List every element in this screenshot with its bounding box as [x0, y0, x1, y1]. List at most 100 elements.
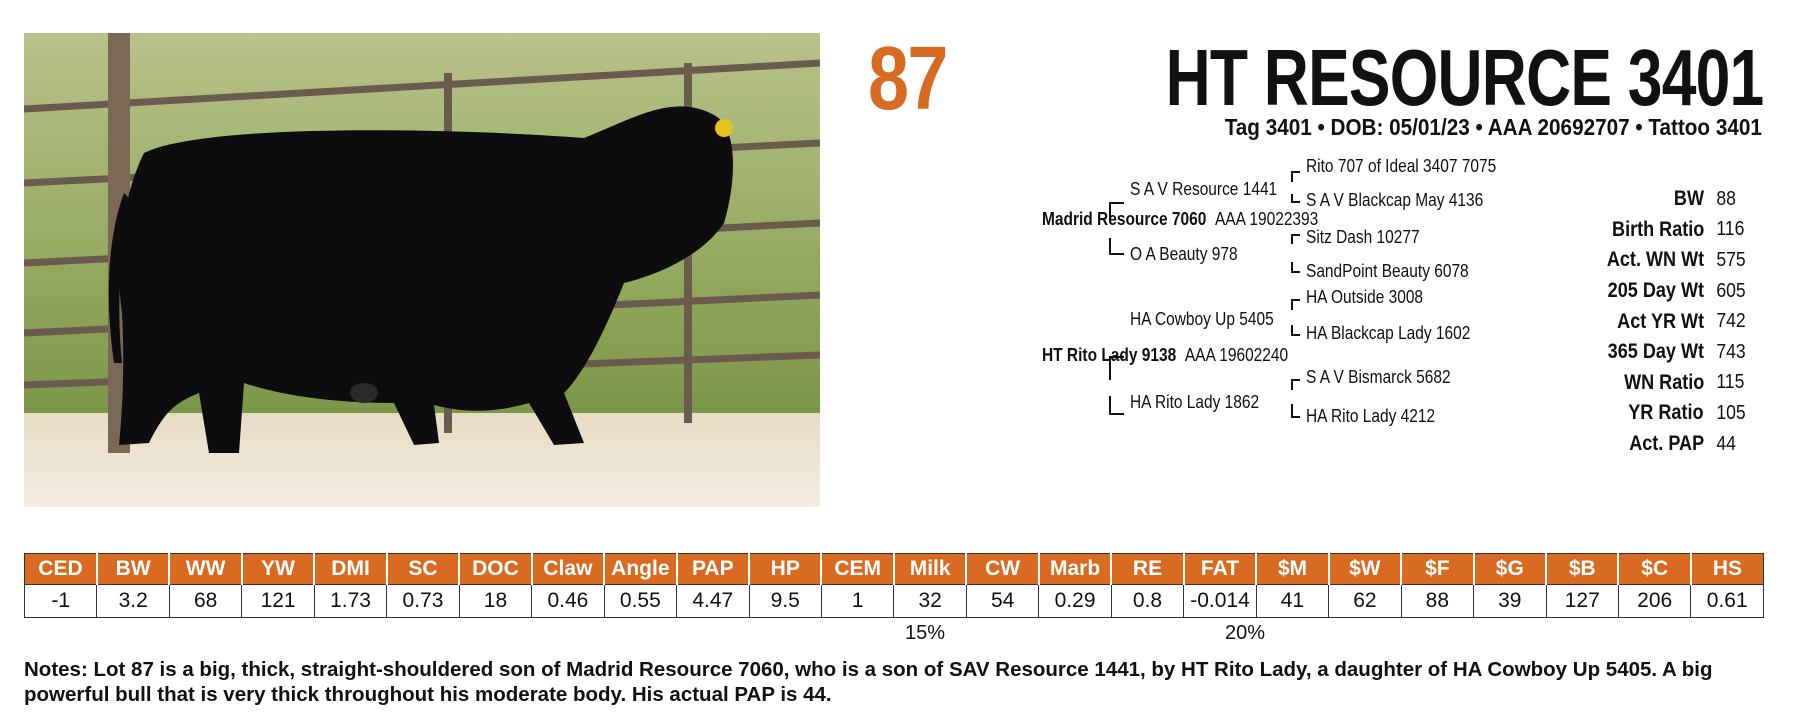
stat-row: Act YR Wt 742	[1591, 306, 1766, 337]
epd-value: 1.73	[313, 584, 388, 618]
epd-header: $F	[1401, 553, 1475, 585]
ped-sire-sire-sire: Rito 707 of Ideal 3407 7075	[1306, 156, 1497, 176]
stat-value: 115	[1716, 371, 1745, 394]
ped-dam-dam: HA Rito Lady 1862	[1130, 392, 1260, 412]
epd-header: Milk	[893, 553, 968, 585]
epd-value: 41	[1255, 584, 1330, 618]
stat-row: 205 Day Wt 605	[1591, 276, 1766, 307]
epd-header: Marb	[1038, 553, 1113, 585]
epd-header: $G	[1473, 553, 1548, 585]
stat-value: 742	[1716, 310, 1746, 333]
stat-label: WN Ratio	[1623, 370, 1704, 394]
epd-header: $M	[1256, 553, 1330, 585]
stat-row: Act. PAP 44	[1591, 429, 1766, 460]
pedigree-chart: Rito 707 of Ideal 3407 7075 S A V Resour…	[1042, 156, 1590, 500]
stat-label: Act. WN Wt	[1606, 248, 1704, 272]
epd-value: 0.73	[386, 584, 460, 618]
epd-value: 9.5	[748, 584, 822, 618]
animal-meta: Tag 3401 • DOB: 05/01/23 • AAA 20692707 …	[1224, 114, 1762, 140]
epd-value: 121	[241, 584, 315, 618]
epd-value: -1	[23, 584, 98, 618]
stat-label: YR Ratio	[1628, 401, 1704, 425]
ped-sire-dam-dam: SandPoint Beauty 6078	[1306, 261, 1469, 281]
stat-row: YR Ratio 105	[1591, 398, 1766, 429]
epd-header: CW	[966, 553, 1040, 585]
bull-photo	[24, 33, 820, 507]
stat-value: 605	[1716, 279, 1746, 302]
epd-header: RE	[1111, 553, 1185, 585]
epd-value: -0.014	[1183, 584, 1257, 618]
epd-header: SC	[386, 553, 461, 585]
stat-label: 205 Day Wt	[1607, 279, 1704, 303]
epd-header: DMI	[314, 553, 388, 585]
ped-sire-dam-sire: Sitz Dash 10277	[1306, 227, 1420, 247]
ped-dam-dam-dam: HA Rito Lady 4212	[1306, 406, 1436, 426]
stat-row: BW 88	[1591, 184, 1766, 215]
ped-dam: HT Rito Lady 9138 AAA 19602240	[1042, 345, 1289, 365]
epd-header: WW	[169, 553, 243, 585]
stat-value: 44	[1716, 432, 1736, 455]
epd-header: DOC	[459, 553, 533, 585]
pedigree-lines	[1109, 171, 1300, 418]
stat-label: BW	[1673, 187, 1704, 211]
epd-value: 32	[893, 584, 967, 618]
epd-value: 18	[458, 584, 533, 618]
epd-header: $W	[1328, 553, 1403, 585]
epd-value: 88	[1400, 584, 1475, 618]
ped-sire: Madrid Resource 7060 AAA 19022393	[1042, 209, 1319, 229]
stat-value: 88	[1716, 187, 1736, 210]
epd-value: 1	[820, 584, 895, 618]
ped-dam-sire-dam: HA Blackcap Lady 1602	[1306, 323, 1471, 343]
stat-row: 365 Day Wt 743	[1591, 337, 1766, 368]
ped-sire-dam: O A Beauty 978	[1130, 244, 1238, 264]
fat-percentile: 20%	[1225, 622, 1266, 644]
performance-stats: BW 88 Birth Ratio 116 Act. WN Wt 575 205 Da…	[1591, 184, 1766, 459]
epd-value: 206	[1617, 584, 1692, 618]
stat-value: 743	[1716, 340, 1746, 363]
epd-header: CEM	[821, 553, 895, 585]
animal-name: HT RESOURCE 3401	[1165, 33, 1764, 122]
epd-value: 0.29	[1038, 584, 1112, 618]
stat-value: 105	[1716, 401, 1746, 424]
ped-dam-dam-sire: S A V Bismarck 5682	[1306, 367, 1451, 387]
epd-value: 0.61	[1690, 584, 1764, 618]
stat-label: Birth Ratio	[1611, 217, 1704, 241]
stat-row: Act. WN Wt 575	[1591, 245, 1766, 276]
epd-header: HS	[1690, 553, 1764, 585]
epd-header: $B	[1546, 553, 1620, 585]
epd-value: 68	[168, 584, 243, 618]
epd-header: BW	[96, 553, 171, 585]
stat-value: 116	[1716, 218, 1745, 241]
stat-row: WN Ratio 115	[1591, 368, 1766, 399]
epd-value: 127	[1545, 584, 1619, 618]
epd-header: YW	[241, 553, 316, 585]
epd-header: PAP	[676, 553, 751, 585]
epd-value-row: -1 3.2 68 121 1.73 0.73 18 0.46 0.55 4.4…	[23, 584, 1764, 618]
ped-sire-sire-dam: S A V Blackcap May 4136	[1306, 190, 1484, 210]
epd-table: CED BW WW YW DMI SC DOC Claw Angle PAP H…	[23, 553, 1764, 618]
stat-label: Act YR Wt	[1617, 309, 1704, 333]
ped-dam-sire: HA Cowboy Up 5405	[1130, 309, 1274, 329]
ped-sire-sire: S A V Resource 1441	[1130, 179, 1278, 199]
stat-label: 365 Day Wt	[1607, 340, 1704, 364]
epd-header-row: CED BW WW YW DMI SC DOC Claw Angle PAP H…	[23, 553, 1764, 585]
epd-header: CED	[23, 553, 98, 585]
epd-value: 0.55	[603, 584, 678, 618]
epd-header: $C	[1618, 553, 1692, 585]
milk-percentile: 15%	[905, 622, 946, 644]
lot-notes: Notes: Lot 87 is a big, thick, straight-…	[24, 658, 1713, 706]
epd-header: HP	[749, 553, 823, 585]
epd-value: 54	[965, 584, 1040, 618]
epd-value: 0.46	[531, 584, 605, 618]
ped-dam-sire-sire: HA Outside 3008	[1306, 287, 1424, 307]
epd-value: 4.47	[676, 584, 750, 618]
epd-header: Angle	[604, 553, 678, 585]
stat-value: 575	[1716, 248, 1746, 271]
epd-value: 39	[1473, 584, 1547, 618]
stat-label: Act. PAP	[1629, 432, 1704, 456]
stat-row: Birth Ratio 116	[1591, 215, 1766, 246]
epd-value: 3.2	[96, 584, 170, 618]
epd-header: FAT	[1183, 553, 1258, 585]
epd-header: Claw	[531, 553, 606, 585]
lot-number: 87	[868, 29, 948, 129]
